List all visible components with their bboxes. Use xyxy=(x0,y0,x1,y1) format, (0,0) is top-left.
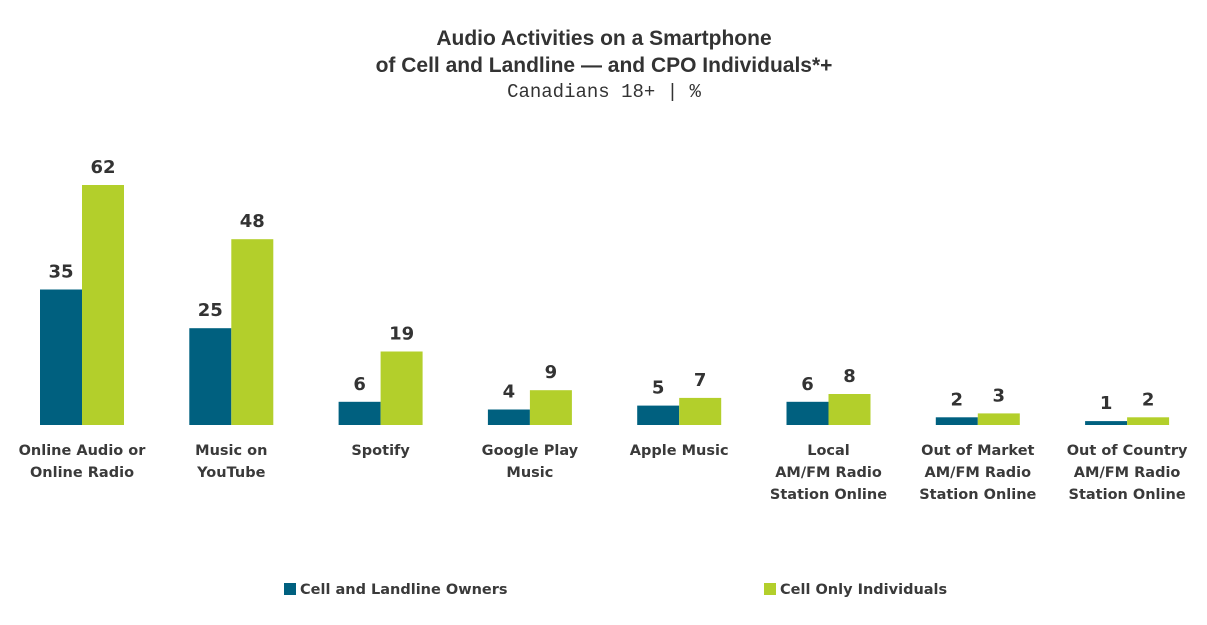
data-label-cell-landline-4: 5 xyxy=(652,378,665,399)
category-label-5: Local AM/FM Radio Station Online xyxy=(770,443,887,503)
data-label-cell-landline-3: 4 xyxy=(503,382,516,403)
data-label-cell-landline-2: 6 xyxy=(353,374,366,395)
category-label-line: YouTube xyxy=(196,465,265,481)
bar-cell-only-1 xyxy=(231,239,274,425)
legend-swatch-0 xyxy=(284,583,296,595)
bar-cell-landline-5 xyxy=(786,401,829,425)
bar-cell-landline-4 xyxy=(637,405,680,425)
data-label-cell-only-3: 9 xyxy=(545,362,558,383)
category-label-2: Spotify xyxy=(351,443,410,459)
category-label-1: Music on YouTube xyxy=(195,443,267,481)
bar-cell-only-2 xyxy=(380,351,423,425)
category-labels-layer: Online Audio or Online Radio Music on YouTu… xyxy=(19,443,1188,503)
data-label-cell-only-5: 8 xyxy=(843,366,856,387)
category-label-line: AM/FM Radio xyxy=(925,465,1032,481)
bar-cell-landline-3 xyxy=(487,409,530,425)
data-label-cell-only-1: 48 xyxy=(240,211,265,232)
category-label-3: Google Play Music xyxy=(482,443,579,481)
category-label-6: Out of Market AM/FM Radio Station Online xyxy=(919,443,1036,503)
category-label-line: Station Online xyxy=(770,487,887,503)
category-label-line: Station Online xyxy=(1069,487,1186,503)
category-label-line: Local xyxy=(807,443,850,459)
data-label-cell-only-0: 62 xyxy=(90,157,115,178)
category-label-0: Online Audio or Online Radio xyxy=(19,443,147,481)
category-label-line: Station Online xyxy=(919,487,1036,503)
data-label-cell-only-2: 19 xyxy=(389,324,414,345)
legend-label-0: Cell and Landline Owners xyxy=(300,582,508,598)
bar-cell-only-7 xyxy=(1127,417,1170,425)
category-label-line: Out of Country xyxy=(1067,443,1188,459)
legend-label-1: Cell Only Individuals xyxy=(780,582,947,598)
chart-title-line-2: of Cell and Landline — and CPO Individua… xyxy=(376,54,833,77)
bar-cell-landline-1 xyxy=(189,328,232,425)
data-label-cell-landline-5: 6 xyxy=(801,374,814,395)
bar-cell-only-3 xyxy=(529,390,572,425)
chart-title-line-1: Audio Activities on a Smartphone xyxy=(436,27,771,50)
bar-cell-only-4 xyxy=(679,397,722,425)
bar-cell-landline-0 xyxy=(40,289,82,425)
category-label-line: AM/FM Radio xyxy=(1074,465,1181,481)
chart-title: Audio Activities on a Smartphone of Cell… xyxy=(376,27,833,77)
value-labels-layer: 35 62 25 48 6 19 4 9 5 7 6 8 2 3 1 2 xyxy=(48,157,1154,414)
category-label-line: Out of Market xyxy=(921,443,1034,459)
bars-layer xyxy=(40,185,1170,425)
category-label-4: Apple Music xyxy=(630,443,729,459)
bar-cell-only-6 xyxy=(977,413,1020,425)
bar-cell-landline-6 xyxy=(935,417,978,425)
bar-cell-only-0 xyxy=(82,185,124,425)
data-label-cell-only-4: 7 xyxy=(694,370,707,391)
bar-cell-landline-7 xyxy=(1085,421,1128,425)
category-label-line: Apple Music xyxy=(630,443,729,459)
category-label-line: Online Audio or xyxy=(19,443,147,459)
category-label-7: Out of Country AM/FM Radio Station Online xyxy=(1067,443,1188,503)
category-label-line: Online Radio xyxy=(30,465,134,481)
chart-subtitle: Canadians 18+ | % xyxy=(507,81,701,103)
data-label-cell-landline-7: 1 xyxy=(1100,393,1113,414)
data-label-cell-only-6: 3 xyxy=(993,385,1006,406)
legend: Cell and Landline Owners Cell Only Indivi… xyxy=(284,582,947,598)
data-label-cell-only-7: 2 xyxy=(1142,389,1155,410)
data-label-cell-landline-0: 35 xyxy=(48,262,73,283)
category-label-line: Music xyxy=(506,465,553,481)
category-label-line: Google Play xyxy=(482,443,579,459)
category-label-line: Spotify xyxy=(351,443,410,459)
legend-swatch-1 xyxy=(764,583,776,595)
data-label-cell-landline-6: 2 xyxy=(951,389,964,410)
category-label-line: Music on xyxy=(195,443,267,459)
data-label-cell-landline-1: 25 xyxy=(198,300,223,321)
bar-cell-landline-2 xyxy=(338,401,381,425)
bar-cell-only-5 xyxy=(828,394,871,425)
category-label-line: AM/FM Radio xyxy=(775,465,882,481)
